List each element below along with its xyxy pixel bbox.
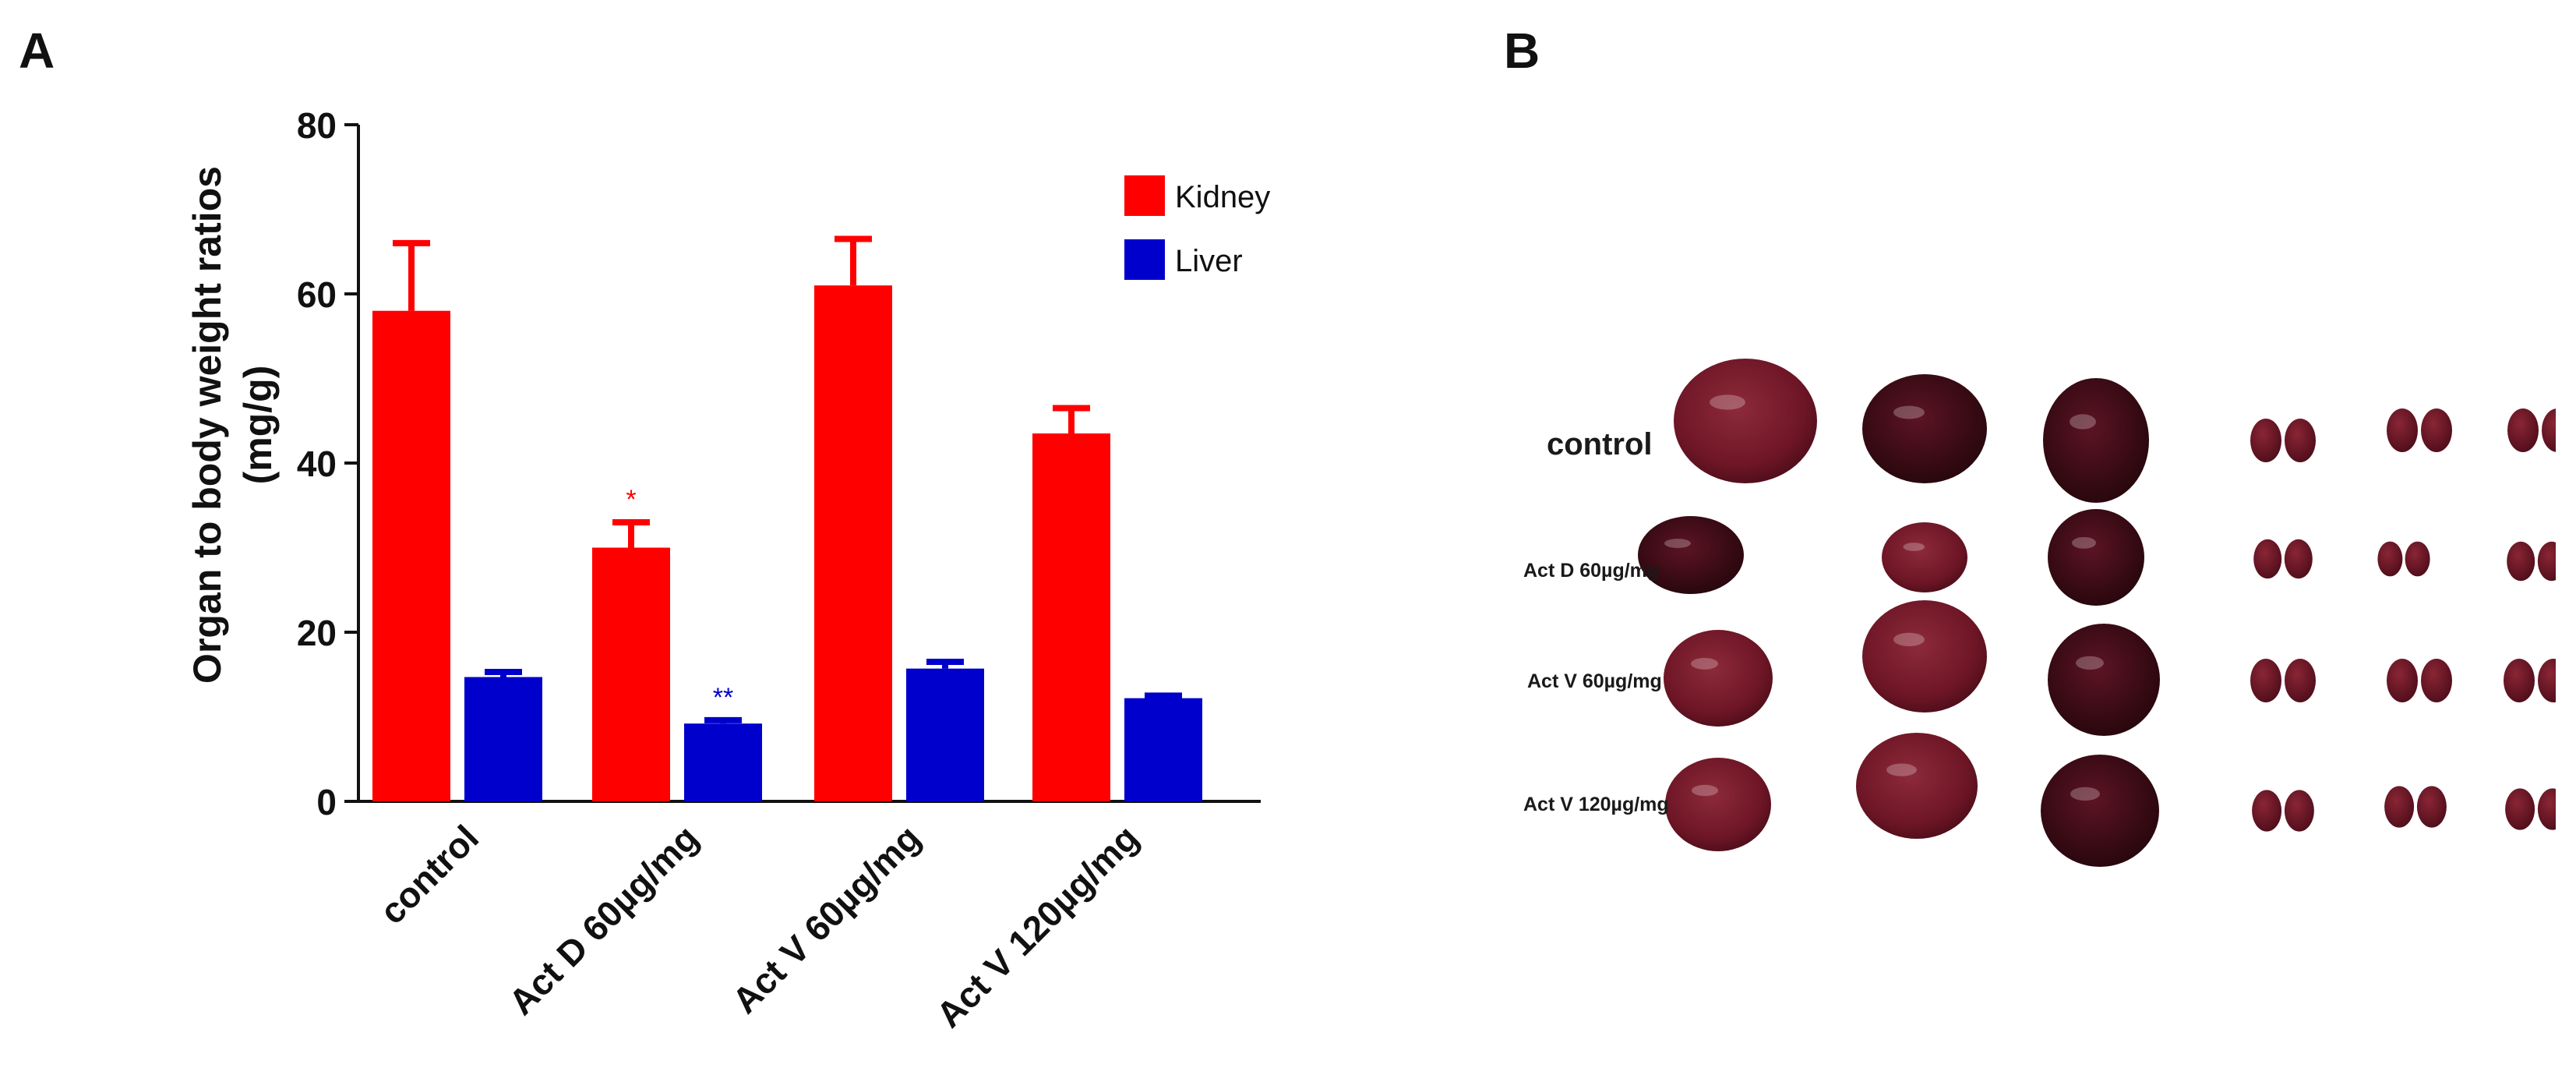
liver-specimen	[1665, 758, 1771, 851]
kidney-specimen	[2507, 408, 2539, 452]
kidney-specimen	[2253, 539, 2282, 579]
photo-row-label: Act V 60µg/mg	[1527, 670, 1662, 692]
bar-kidney	[372, 310, 450, 801]
kidney-specimen	[2387, 408, 2418, 452]
liver-specimen	[1862, 600, 1987, 713]
significance-marker: *	[626, 485, 636, 515]
kidney-specimen	[2505, 788, 2535, 830]
specimen-highlight	[2070, 787, 2100, 801]
kidney-specimen	[2250, 659, 2281, 702]
bar-liver	[684, 723, 762, 801]
kidney-specimen	[2285, 419, 2316, 462]
specimen-highlight	[2072, 536, 2096, 549]
specimen-highlight	[1692, 784, 1718, 797]
kidney-specimen	[2537, 541, 2556, 582]
bar-liver	[464, 677, 542, 801]
kidney-specimen	[2416, 786, 2447, 828]
liver-specimen	[2041, 755, 2159, 867]
liver-specimen	[1856, 733, 1978, 839]
organ-photo	[1638, 359, 2556, 867]
panel-a-label: A	[19, 23, 55, 79]
legend-label: Liver	[1175, 244, 1243, 278]
kidney-specimen	[2538, 659, 2556, 702]
y-tick-label: 60	[297, 274, 337, 315]
bar-kidney	[592, 547, 670, 801]
kidney-specimen	[2384, 786, 2415, 828]
chart-bars: ***	[372, 235, 1202, 801]
x-tick-label: Act V 60µg/mg	[724, 817, 928, 1021]
significance-marker: **	[713, 683, 733, 713]
kidney-specimen	[2377, 541, 2403, 577]
y-tick-label: 20	[297, 613, 337, 653]
liver-specimen	[2048, 624, 2160, 736]
bar-liver	[906, 668, 984, 801]
legend-swatch-liver	[1124, 239, 1165, 280]
specimen-highlight	[1664, 539, 1691, 548]
kidney-specimen	[2507, 541, 2535, 582]
y-tick-label: 80	[297, 105, 337, 146]
specimen-highlight	[1886, 763, 1917, 776]
x-tick-label: Act D 60µg/mg	[501, 817, 706, 1022]
kidney-specimen	[2542, 408, 2556, 452]
legend-swatch-kidney	[1124, 175, 1165, 216]
kidney-specimen	[2285, 659, 2316, 702]
specimen-highlight	[1903, 543, 1925, 551]
specimen-highlight	[2076, 656, 2104, 670]
liver-specimen	[1664, 630, 1773, 727]
bar-kidney	[1032, 433, 1110, 801]
x-tick-label: control	[372, 817, 486, 932]
kidney-specimen	[2252, 790, 2282, 832]
kidney-specimen	[2537, 788, 2556, 830]
y-axis-label-units: (mg/g)	[236, 366, 280, 485]
liver-specimen	[1638, 516, 1744, 594]
kidney-specimen	[2284, 539, 2313, 579]
liver-specimen	[2048, 509, 2144, 606]
kidney-specimen	[2250, 419, 2281, 462]
bar-liver	[1124, 698, 1202, 801]
specimen-highlight	[1691, 657, 1718, 670]
specimen-highlight	[1893, 632, 1925, 647]
photo-row-label: Act V 120µg/mg	[1523, 794, 1669, 815]
y-axis-label: Organ to body weight ratios	[185, 166, 229, 684]
legend-label: Kidney	[1175, 180, 1270, 214]
kidney-specimen	[2504, 659, 2535, 702]
x-tick-labels: control Act D 60µg/mg Act V 60µg/mg Act V 1…	[372, 817, 1146, 1035]
specimen-highlight	[1893, 405, 1925, 419]
chart-legend: Kidney Liver	[1124, 175, 1270, 280]
photo-row-label: control	[1547, 427, 1653, 461]
bar-kidney	[814, 285, 892, 801]
y-tick-label: 40	[297, 444, 337, 484]
kidney-specimen	[2387, 659, 2418, 702]
kidney-specimen	[2421, 408, 2452, 452]
liver-specimen	[1882, 522, 1967, 592]
x-tick-label: Act V 120µg/mg	[928, 817, 1146, 1035]
liver-specimen	[1862, 374, 1987, 483]
y-tick-label: 0	[316, 782, 337, 822]
kidney-specimen	[2284, 790, 2314, 832]
photo-row-label: Act D 60µg/mg	[1523, 560, 1660, 582]
panel-b-label: B	[1504, 23, 1540, 79]
kidney-specimen	[2421, 659, 2452, 702]
liver-specimen	[1674, 359, 1817, 483]
specimen-highlight	[1710, 394, 1745, 410]
kidney-specimen	[2405, 541, 2430, 577]
liver-specimen	[2043, 378, 2149, 503]
specimen-highlight	[2070, 414, 2096, 430]
